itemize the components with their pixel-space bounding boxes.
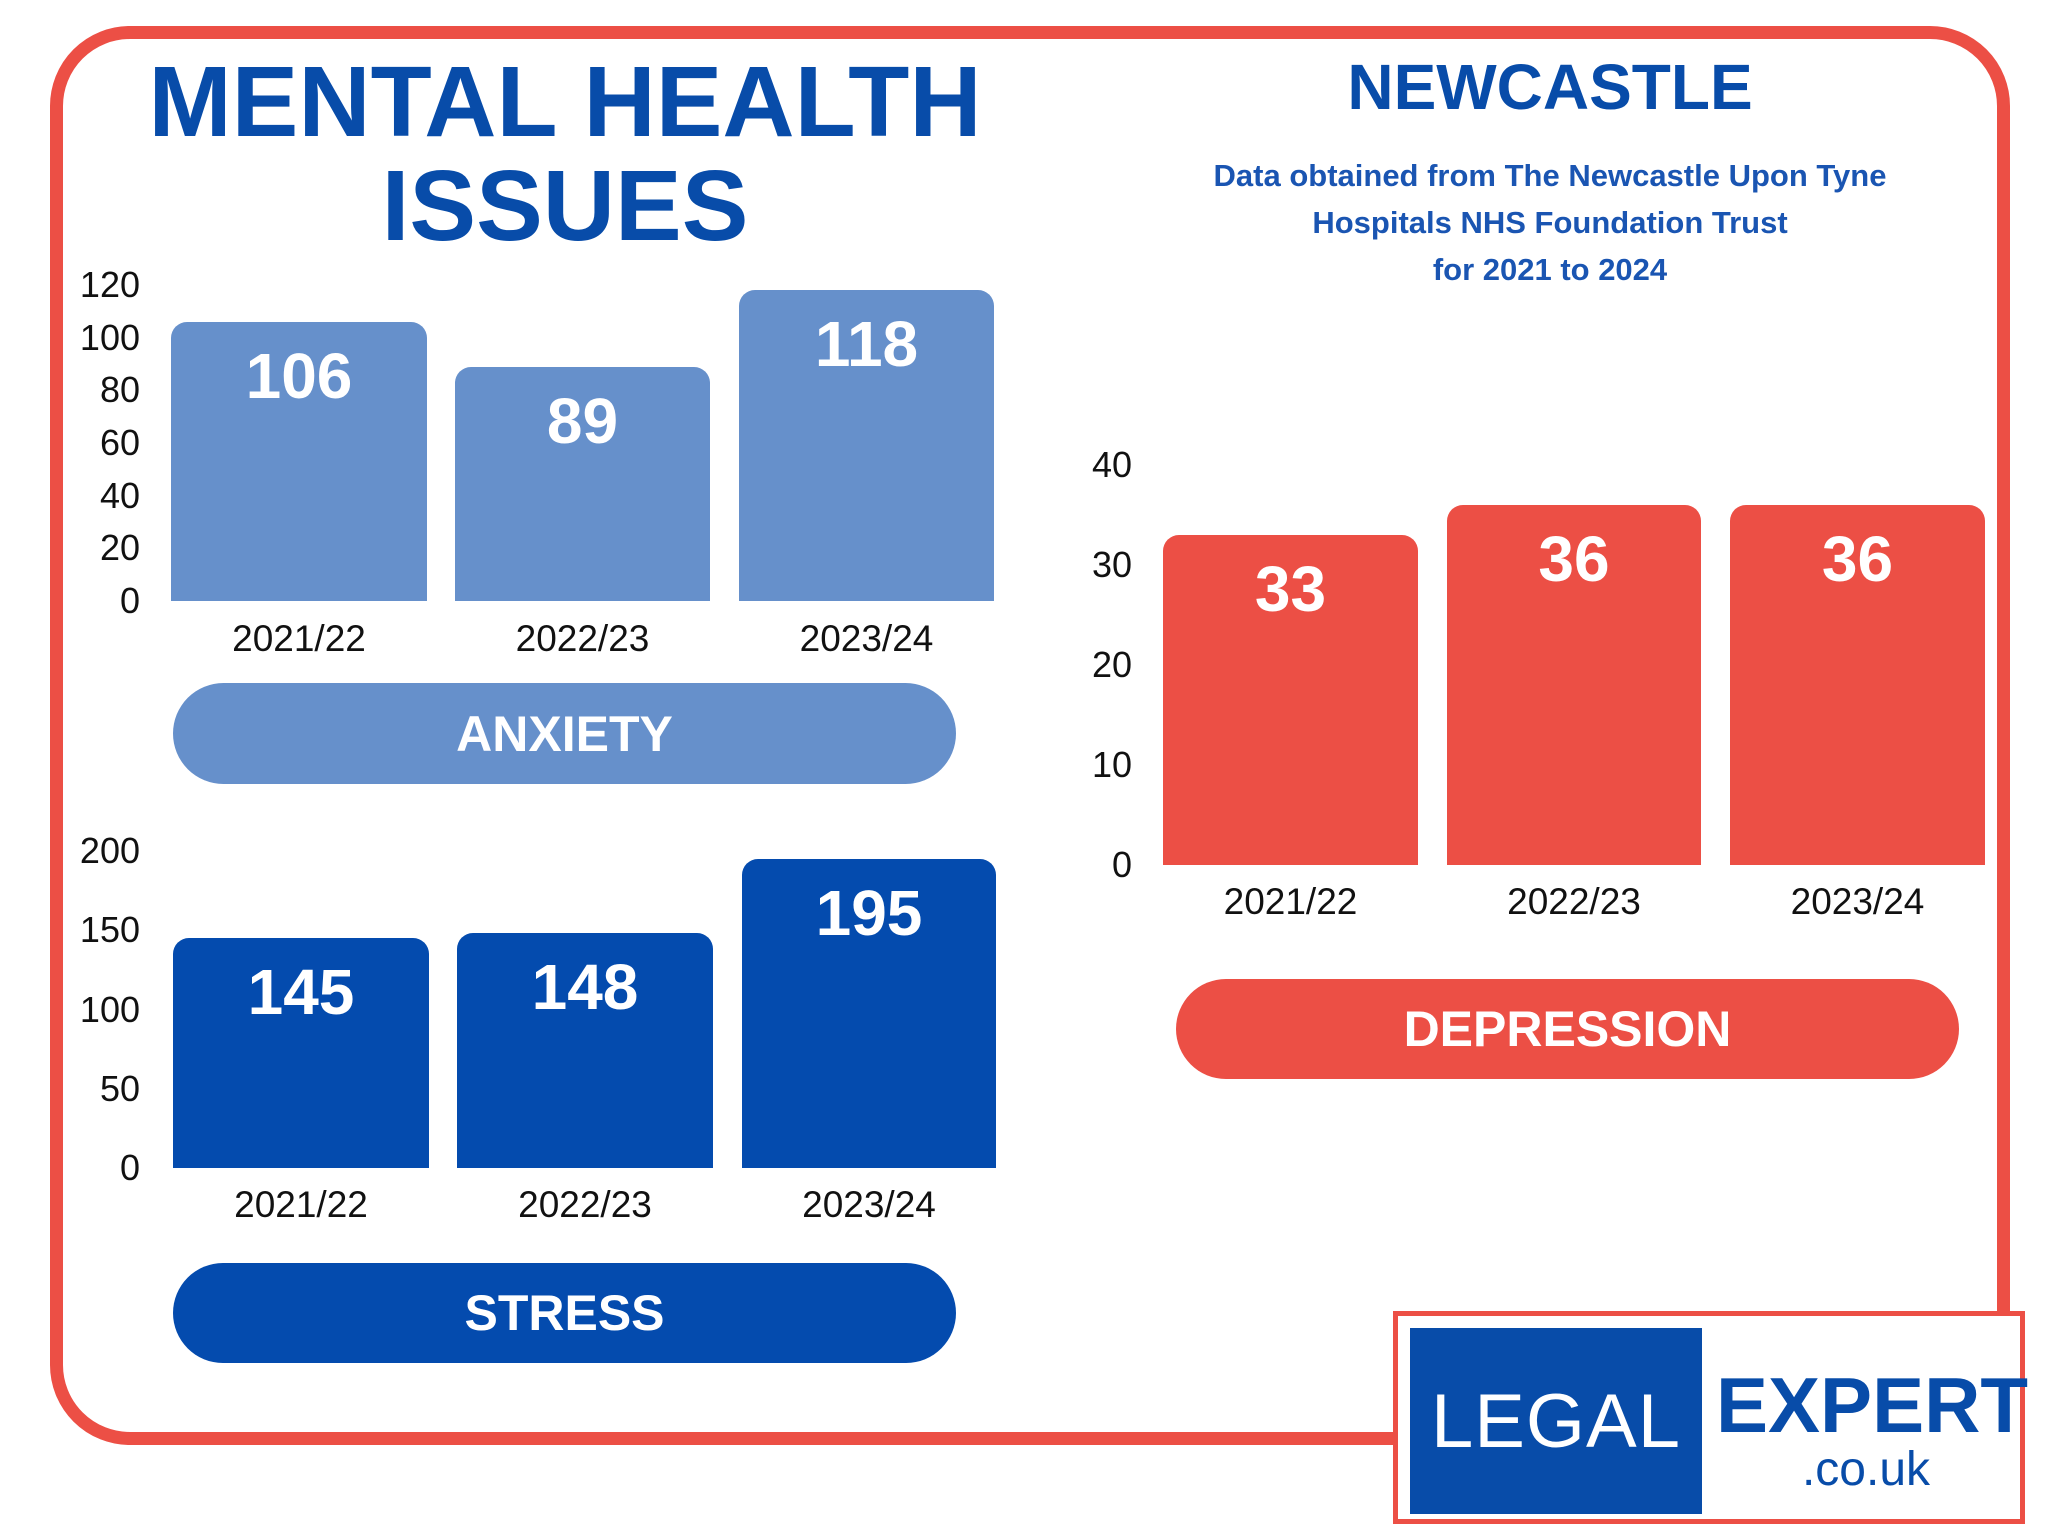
logo-domain: .co.uk (1801, 1443, 1931, 1496)
legal-expert-logo: LEGAL EXPERT .co.uk (1393, 1311, 2029, 1524)
subtitle-line: Data obtained from The Newcastle Upon Ty… (1213, 158, 1887, 193)
logo-legal: LEGAL (1410, 1328, 1702, 1514)
subtitle-line: for 2021 to 2024 (1432, 252, 1668, 287)
subtitle-line: Hospitals NHS Foundation Trust (1312, 205, 1788, 240)
logo-expert: EXPERT (1716, 1361, 2029, 1449)
title-line-2: ISSUES (381, 150, 749, 262)
city-title: NEWCASTLE (1347, 51, 1753, 123)
main-title: MENTAL HEALTH ISSUES (140, 52, 990, 260)
title-line-1: MENTAL HEALTH (148, 46, 982, 158)
data-source-note: Data obtained from The Newcastle Upon Ty… (1100, 152, 2000, 293)
